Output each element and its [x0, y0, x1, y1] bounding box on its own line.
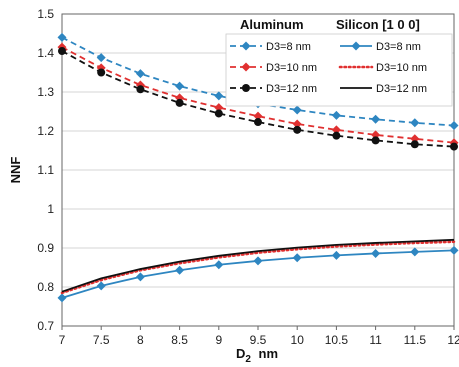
x-tick-label: 12: [447, 333, 459, 347]
data-point: [97, 68, 106, 77]
legend-swatch-marker: [242, 84, 250, 92]
data-point: [214, 260, 224, 270]
x-axis-title-main: D: [236, 346, 245, 361]
data-point: [135, 272, 145, 282]
series-line: [61, 46, 455, 144]
y-tick-label: 0.7: [37, 319, 54, 333]
y-axis-ticks: 0.7 0.8 0.9 1 1.1 1.2 1.3 1.4 1.5: [37, 7, 54, 333]
data-point: [253, 111, 263, 121]
series-0: [57, 32, 459, 131]
series-line: [60, 240, 456, 295]
series-line: [61, 36, 455, 127]
legend-entry: D3=10 nm: [338, 62, 427, 74]
data-point: [57, 32, 67, 42]
x-tick-label: 8.5: [171, 333, 188, 347]
data-point: [175, 265, 185, 275]
data-point: [135, 69, 145, 79]
y-tick-label: 0.9: [37, 241, 54, 255]
x-axis-title-unit: nm: [259, 346, 279, 361]
legend-box: [225, 33, 453, 107]
y-tick-label: 1.2: [37, 124, 54, 138]
x-tick-label: 8: [137, 333, 144, 347]
data-point: [449, 245, 459, 255]
data-point: [57, 293, 67, 303]
legend-group-aluminum: Aluminum: [240, 17, 304, 32]
data-point: [371, 114, 381, 124]
data-point: [214, 91, 224, 101]
data-point: [214, 103, 224, 113]
x-tick-label: 11.5: [404, 333, 427, 347]
data-point: [331, 125, 341, 135]
data-point: [450, 142, 458, 151]
series-line: [61, 238, 455, 293]
x-axis-title-subscript: 2: [245, 354, 251, 365]
data-point: [332, 131, 341, 140]
data-point: [214, 109, 223, 118]
series-2: [58, 47, 458, 151]
legend-swatch-marker: [241, 62, 251, 72]
x-axis-ticks: 7 7.5 8 8.5 9 9.5 10 10.5 11 11.5 12: [59, 326, 459, 347]
legend-swatch-marker: [241, 41, 251, 51]
data-point: [292, 119, 302, 129]
x-tick-label: 7.5: [93, 333, 110, 347]
x-tick-label: 9.5: [250, 333, 267, 347]
legend: Aluminum Silicon [1 0 0] D3=8 nm D3=10 nm…: [225, 17, 453, 107]
data-point: [293, 125, 302, 134]
data-point: [292, 253, 302, 263]
data-point: [58, 47, 66, 56]
y-axis-title: NNF: [8, 157, 23, 184]
x-tick-label: 11: [369, 333, 382, 347]
series-4: [60, 240, 456, 295]
y-tick-label: 1.1: [37, 163, 54, 177]
data-point: [96, 281, 106, 291]
data-point: [175, 98, 184, 107]
data-point: [371, 136, 380, 145]
legend-label: D3=10 nm: [266, 62, 317, 74]
legend-label: D3=10 nm: [376, 62, 427, 74]
data-point: [331, 110, 341, 120]
series-line: [61, 50, 455, 148]
legend-label: D3=12 nm: [266, 83, 317, 95]
legend-entry: D3=12 nm: [340, 83, 427, 95]
legend-swatch-marker: [351, 41, 361, 51]
data-point: [96, 53, 106, 63]
data-point: [410, 140, 419, 149]
y-tick-label: 1.5: [37, 7, 54, 21]
data-point: [331, 250, 341, 260]
x-tick-label: 7: [59, 333, 66, 347]
data-point: [449, 121, 459, 131]
data-point: [175, 81, 185, 91]
legend-entry: D3=8 nm: [340, 41, 421, 53]
y-tick-label: 1.4: [37, 46, 54, 60]
legend-entry: D3=10 nm: [230, 62, 317, 74]
legend-entry: D3=8 nm: [230, 41, 311, 53]
legend-group-silicon: Silicon [1 0 0]: [336, 17, 420, 32]
series-5: [61, 238, 455, 293]
x-axis-title: D2 nm: [236, 346, 278, 365]
series-3: [57, 245, 459, 303]
x-tick-label: 10.5: [325, 333, 349, 347]
legend-label: D3=8 nm: [376, 41, 421, 53]
legend-entries: D3=8 nm D3=10 nm D3=12 nm D3=8 nm D3=10 nm D3…: [230, 41, 427, 95]
y-tick-label: 1.3: [37, 85, 54, 99]
x-tick-label: 9: [215, 333, 222, 347]
data-point: [410, 247, 420, 257]
y-tick-label: 1: [47, 202, 54, 216]
data-point: [253, 256, 263, 266]
series-layer: [57, 32, 459, 303]
y-tick-label: 0.8: [37, 280, 54, 294]
x-tick-label: 10: [291, 333, 305, 347]
legend-label: D3=8 nm: [266, 41, 311, 53]
legend-label: D3=12 nm: [376, 83, 427, 95]
legend-entry: D3=12 nm: [230, 83, 317, 95]
data-point: [292, 105, 302, 115]
data-point: [410, 118, 420, 128]
data-point: [371, 248, 381, 258]
data-point: [136, 85, 145, 94]
data-point: [254, 118, 262, 127]
